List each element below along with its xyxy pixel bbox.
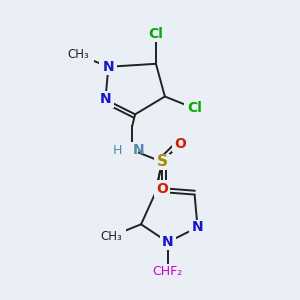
FancyBboxPatch shape [64,47,94,63]
Text: CH₃: CH₃ [100,230,122,243]
FancyBboxPatch shape [189,220,206,235]
FancyBboxPatch shape [172,136,188,152]
Text: CHF₂: CHF₂ [153,266,183,278]
Text: S: S [156,154,167,169]
Text: CH₃: CH₃ [68,48,89,62]
FancyBboxPatch shape [97,228,126,244]
Text: N: N [192,220,203,234]
FancyBboxPatch shape [97,91,114,108]
FancyBboxPatch shape [184,100,205,117]
FancyBboxPatch shape [154,181,170,197]
Text: N: N [103,60,114,74]
Text: Cl: Cl [148,27,164,41]
Text: O: O [174,137,186,151]
FancyBboxPatch shape [160,235,176,250]
FancyBboxPatch shape [150,264,186,280]
FancyBboxPatch shape [154,154,170,170]
Text: O: O [156,182,168,196]
Text: H: H [112,143,122,157]
Text: N: N [100,92,111,106]
Text: N: N [162,235,174,249]
FancyBboxPatch shape [100,58,117,75]
Text: Cl: Cl [187,101,202,116]
FancyBboxPatch shape [102,142,138,158]
FancyBboxPatch shape [146,26,166,42]
Text: N: N [132,143,144,157]
